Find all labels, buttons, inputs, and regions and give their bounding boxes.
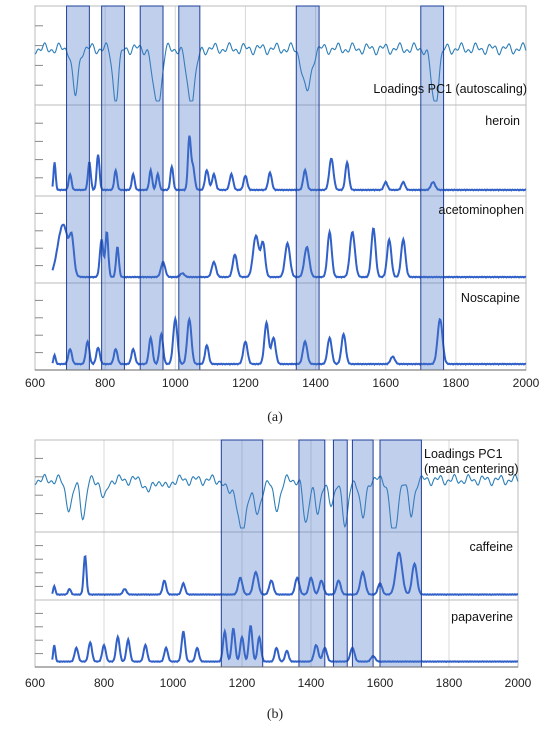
highlight-band [220,439,264,668]
highlight-band [298,439,326,668]
x-tick-label: 1800 [436,676,463,690]
x-tick-label: 1400 [302,376,329,390]
highlight-band [420,5,445,371]
panel-label: papaverine [451,610,513,624]
caption-b: (b) [267,707,284,722]
series-line-loadings-pc1 [34,473,519,529]
highlight-band [295,5,320,371]
series-line-caffeine [51,551,519,597]
panel-label: caffeine [469,540,513,554]
highlight-band [379,439,422,668]
x-tick-label: 800 [95,376,115,390]
panel-label: (mean centering) [424,462,519,476]
panel-label: Loadings PC1 (autoscaling) [373,82,527,96]
x-tick-label: 600 [25,676,45,690]
figure-a: Loadings PC1 (autoscaling) heroin acetomin… [25,5,540,390]
panel-frame [34,531,519,601]
series-line-noscapine [51,314,527,366]
highlight-band [66,5,90,371]
x-tick-label: 1400 [298,676,325,690]
highlight-band [332,439,348,668]
caption-a: (a) [267,410,283,425]
x-tick-label: 2000 [505,676,532,690]
panel-label: heroin [485,114,520,128]
x-tick-label: 1800 [443,376,470,390]
x-tick-label: 1200 [232,376,259,390]
x-tick-label: 1600 [367,676,394,690]
x-tick-label: 1600 [372,376,399,390]
panel-label: Loadings PC1 [424,447,503,461]
series-line-papaverine [51,625,519,664]
series-line-acetominophen [51,223,527,279]
series-line-loadings-pc1-autoscaling- [34,41,527,102]
x-tick-label: 600 [25,376,45,390]
x-tick-label: 1200 [229,676,256,690]
highlight-band [139,5,164,371]
figure-b: Loadings PC1(mean centering) caffeine papa… [25,439,532,690]
highlight-band [351,439,374,668]
panel-label: Noscapine [461,291,520,305]
x-tick-label: 800 [94,676,114,690]
highlight-band [178,5,201,371]
x-tick-label: 1000 [162,376,189,390]
x-tick-label: 2000 [513,376,540,390]
highlight-band [101,5,125,371]
series-line-heroin [51,135,527,192]
panel-label: acetominophen [439,203,525,217]
x-tick-label: 1000 [160,676,187,690]
